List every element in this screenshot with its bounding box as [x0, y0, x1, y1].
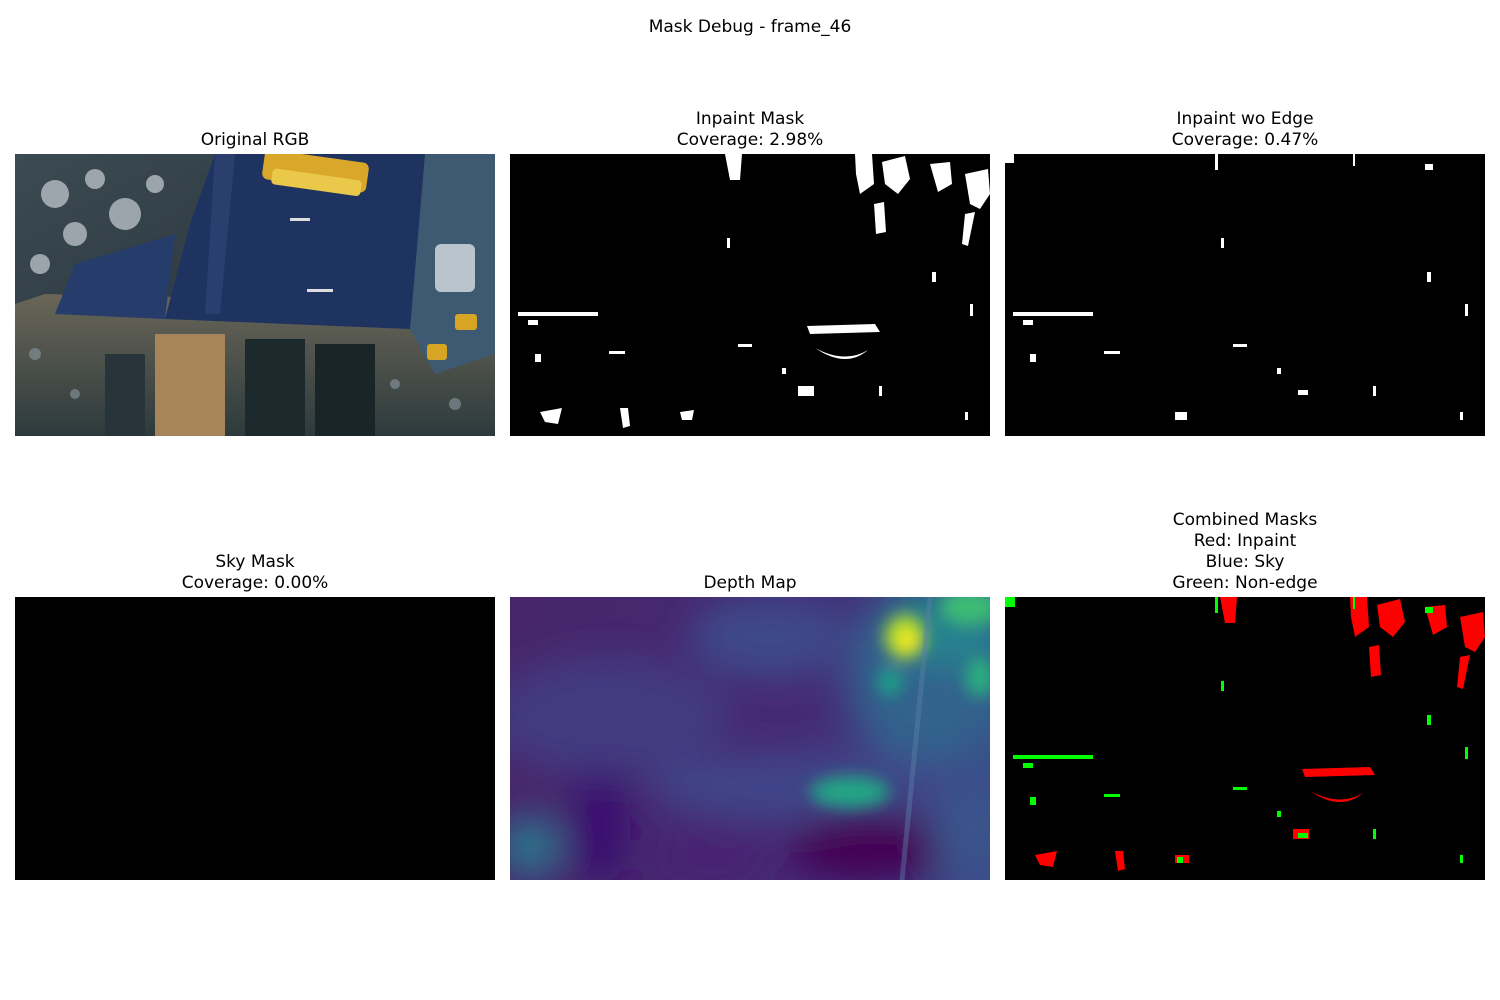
panel-title: Combined Masks: [1172, 510, 1318, 530]
original-rgb-title: Original RGB: [15, 130, 495, 151]
sky-mask-panel: Sky Mask Coverage: 0.00%: [15, 552, 495, 880]
panel-title: Sky Mask: [215, 552, 295, 572]
panel-title: Inpaint Mask: [695, 109, 805, 129]
coverage-label: Coverage: 0.00%: [181, 573, 329, 593]
combined-masks-title: Combined Masks Red: Inpaint Blue: Sky Gr…: [1005, 510, 1485, 594]
depth-map-image: [510, 597, 990, 880]
legend-inpaint: Red: Inpaint: [1193, 531, 1297, 551]
sky-mask-image: [15, 597, 495, 880]
sky-mask-title: Sky Mask Coverage: 0.00%: [15, 552, 495, 594]
panel-title: Original RGB: [200, 130, 310, 150]
inpaint-wo-edge-title: Inpaint wo Edge Coverage: 0.47%: [1005, 109, 1485, 151]
combined-masks-panel: Combined Masks Red: Inpaint Blue: Sky Gr…: [1005, 510, 1485, 880]
coverage-label: Coverage: 2.98%: [676, 130, 824, 150]
inpaint-wo-edge-image: [1005, 154, 1485, 436]
depth-map-panel: Depth Map: [510, 573, 990, 880]
panel-title: Inpaint wo Edge: [1176, 109, 1314, 129]
inpaint-mask-image: [510, 154, 990, 436]
combined-masks-image: [1005, 597, 1485, 880]
original-rgb-image: [15, 154, 495, 436]
coverage-label: Coverage: 0.47%: [1171, 130, 1319, 150]
inpaint-mask-panel: Inpaint Mask Coverage: 2.98%: [510, 109, 990, 436]
figure-title: Mask Debug - frame_46: [648, 17, 852, 37]
depth-map-title: Depth Map: [510, 573, 990, 594]
panel-title: Depth Map: [703, 573, 797, 593]
original-rgb-panel: Original RGB: [15, 130, 495, 436]
legend-non-edge: Green: Non-edge: [1172, 573, 1318, 593]
legend-sky: Blue: Sky: [1205, 552, 1285, 572]
inpaint-mask-title: Inpaint Mask Coverage: 2.98%: [510, 109, 990, 151]
inpaint-wo-edge-panel: Inpaint wo Edge Coverage: 0.47%: [1005, 109, 1485, 436]
